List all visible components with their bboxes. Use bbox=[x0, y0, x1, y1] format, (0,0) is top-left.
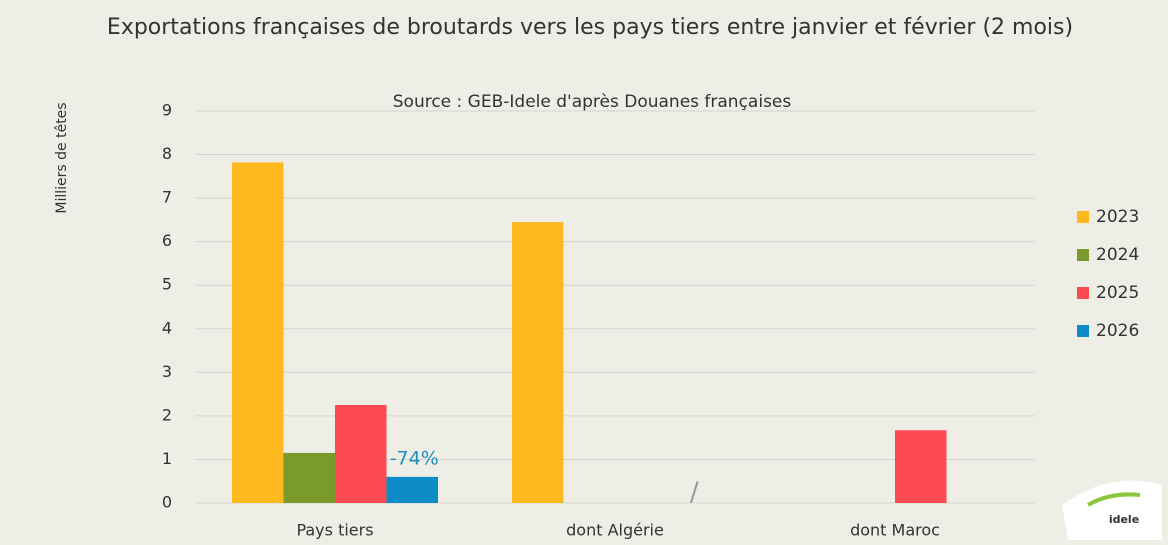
y-tick-label: 8 bbox=[162, 144, 172, 163]
legend-swatch bbox=[1077, 211, 1089, 223]
y-tick-label: 4 bbox=[162, 318, 172, 337]
legend-label: 2026 bbox=[1096, 321, 1139, 341]
x-tick-label: dont Maroc bbox=[850, 521, 940, 540]
y-tick-label: 5 bbox=[162, 275, 172, 294]
logo-swoosh bbox=[1086, 492, 1141, 507]
y-tick-label: 9 bbox=[162, 101, 172, 120]
y-tick-label: 6 bbox=[162, 231, 172, 250]
y-axis-label: Milliers de têtes bbox=[54, 102, 70, 213]
legend-swatch bbox=[1077, 249, 1089, 261]
annotation: -74% bbox=[390, 447, 439, 469]
legend-label: 2024 bbox=[1096, 245, 1139, 265]
y-tick-label: 7 bbox=[162, 188, 172, 207]
bar bbox=[335, 405, 387, 503]
legend-label: 2023 bbox=[1096, 207, 1139, 227]
legend-label: 2025 bbox=[1096, 283, 1139, 303]
y-tick-label: 1 bbox=[162, 449, 172, 468]
bar bbox=[512, 222, 564, 504]
x-tick-label: Pays tiers bbox=[296, 521, 373, 540]
chart-title: Exportations françaises de broutards ver… bbox=[107, 15, 1073, 40]
logo-text: idele bbox=[1109, 513, 1139, 526]
logo: idele bbox=[1062, 480, 1162, 540]
y-tick-label: 3 bbox=[162, 362, 172, 381]
bar bbox=[386, 476, 438, 503]
bar bbox=[895, 430, 947, 503]
legend-swatch bbox=[1077, 287, 1089, 299]
bar bbox=[232, 162, 284, 503]
y-tick-label: 2 bbox=[162, 405, 172, 424]
bar bbox=[283, 452, 335, 503]
x-tick-label: dont Algérie bbox=[566, 521, 664, 540]
chart-subtitle: Source : GEB-Idele d'après Douanes franç… bbox=[393, 92, 792, 112]
y-tick-label: 0 bbox=[162, 493, 172, 512]
legend-swatch bbox=[1077, 325, 1089, 337]
annotation: / bbox=[690, 478, 699, 508]
